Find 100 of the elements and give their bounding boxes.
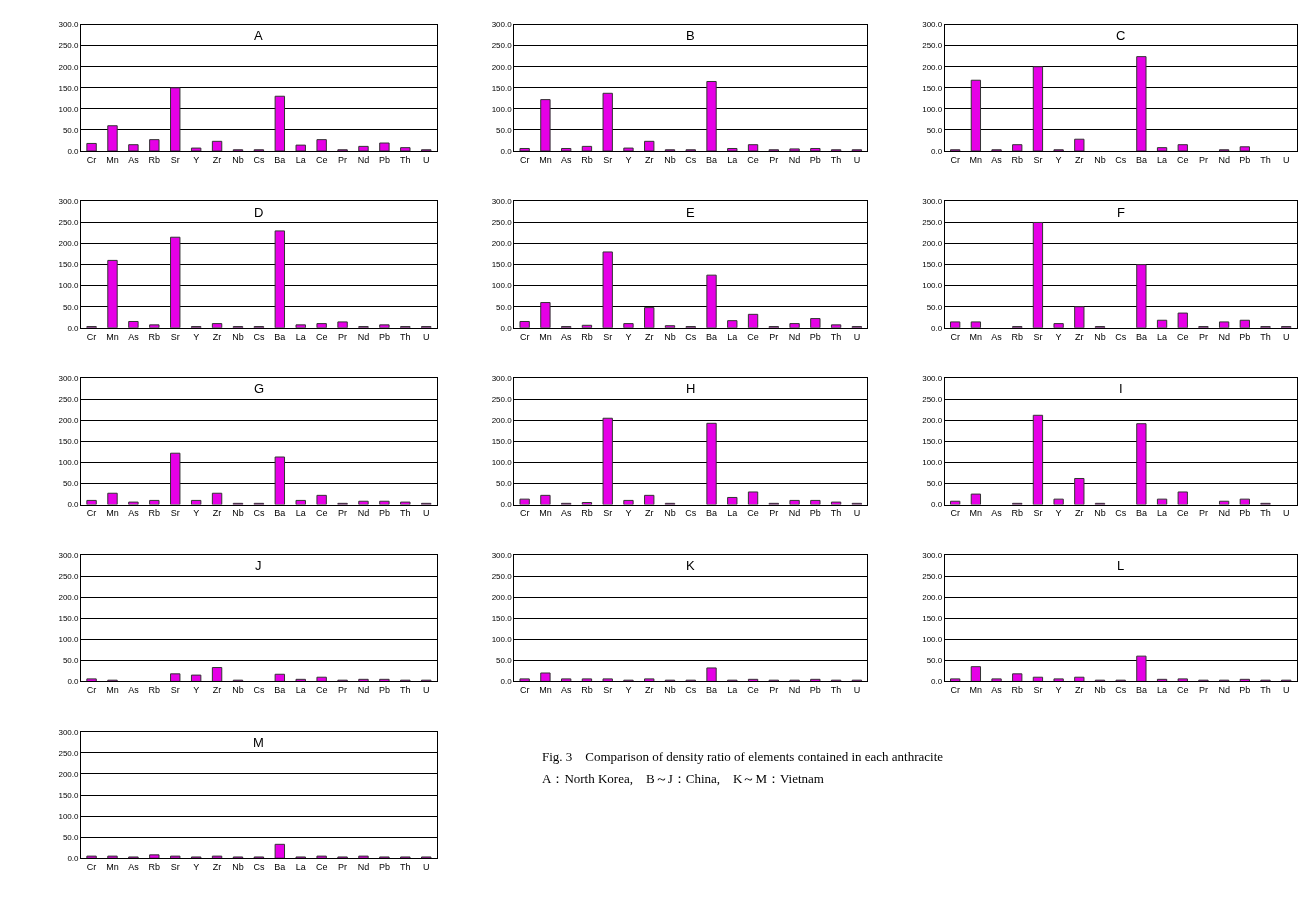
y-tick-label: 0.0	[500, 677, 513, 687]
x-tick-label: As	[991, 685, 1003, 696]
y-tick-label: 300.0	[491, 197, 513, 207]
x-tick-label: Mn	[539, 331, 552, 342]
x-tick-label: Sr	[1033, 154, 1043, 165]
chart-title: J	[255, 558, 262, 573]
x-tick-label: Th	[830, 685, 842, 696]
x-tick-label: Rb	[1011, 331, 1024, 342]
y-tick-label: 300.0	[58, 20, 80, 30]
y-tick-label: 150.0	[491, 437, 513, 447]
x-tick-label: Ba	[1135, 331, 1147, 342]
x-tick-label: Cs	[253, 508, 265, 519]
y-tick-label: 150.0	[922, 260, 943, 270]
x-tick-label: Cr	[86, 685, 97, 696]
x-tick-label: Nd	[1218, 508, 1230, 519]
x-tick-label: Y	[193, 331, 200, 342]
y-tick-label: 0.0	[931, 500, 943, 510]
x-tick-label: As	[991, 154, 1003, 165]
x-tick-label: Cr	[519, 331, 530, 342]
x-tick-label: Nb	[664, 154, 676, 165]
x-tick-label: Ce	[315, 331, 328, 342]
x-tick-label: Cr	[519, 508, 530, 519]
x-tick-label: Zr	[212, 154, 222, 165]
y-tick-label: 300.0	[58, 727, 80, 737]
x-tick-label: Mn	[539, 508, 552, 519]
y-tick-label: 200.0	[491, 62, 513, 72]
x-tick-label: Th	[400, 862, 411, 873]
x-tick-label: Th	[400, 154, 411, 165]
x-tick-label: La	[727, 331, 738, 342]
x-tick-label: As	[128, 508, 140, 519]
x-tick-label: Mn	[539, 154, 552, 165]
x-tick-label: Cr	[86, 862, 97, 873]
x-tick-label: Ce	[315, 154, 328, 165]
y-tick-label: 50.0	[62, 832, 80, 842]
x-tick-label: Mn	[106, 508, 119, 519]
y-tick-label: 250.0	[58, 571, 80, 581]
y-tick-label: 50.0	[62, 479, 80, 489]
x-tick-label: Nb	[1094, 331, 1106, 342]
x-tick-label: Cs	[253, 685, 265, 696]
x-tick-label: Y	[193, 508, 200, 519]
y-tick-label: 250.0	[922, 395, 943, 405]
x-tick-label: Pr	[769, 508, 779, 519]
x-tick-label: Cr	[86, 331, 97, 342]
y-tick-label: 250.0	[58, 41, 80, 51]
x-tick-label: Cr	[86, 508, 97, 519]
y-tick-label: 250.0	[491, 571, 513, 581]
chart-title: F	[1117, 205, 1125, 220]
y-tick-label: 150.0	[491, 83, 513, 93]
x-tick-label: Zr	[212, 862, 222, 873]
y-tick-label: 150.0	[922, 83, 943, 93]
y-tick-label: 300.0	[922, 20, 943, 30]
x-tick-label: Zr	[1075, 331, 1084, 342]
chart-title: L	[1117, 558, 1125, 573]
x-tick-label: Sr	[1033, 508, 1043, 519]
y-tick-label: 250.0	[922, 571, 943, 581]
y-tick-label: 300.0	[491, 550, 513, 560]
x-tick-label: Ba	[706, 154, 718, 165]
x-tick-label: Rb	[1011, 685, 1024, 696]
x-tick-label: Nb	[232, 862, 244, 873]
y-tick-label: 300.0	[491, 20, 513, 30]
y-tick-label: 0.0	[67, 677, 80, 687]
chart-title: G	[254, 381, 265, 396]
x-tick-label: Y	[625, 154, 632, 165]
y-tick-label: 250.0	[491, 395, 513, 405]
y-tick-label: 200.0	[922, 592, 943, 602]
x-tick-label: Mn	[539, 685, 552, 696]
x-tick-label: Ce	[315, 685, 328, 696]
x-tick-label: Ba	[706, 331, 718, 342]
x-tick-label: Rb	[581, 685, 593, 696]
x-tick-label: Nd	[357, 862, 370, 873]
x-tick-label: Sr	[1033, 331, 1043, 342]
y-tick-label: 300.0	[58, 197, 80, 207]
x-tick-label: Cs	[253, 862, 265, 873]
x-tick-label: U	[853, 154, 861, 165]
x-tick-label: Mn	[106, 331, 119, 342]
x-tick-label: Mn	[106, 862, 119, 873]
x-tick-label: Ce	[1176, 685, 1189, 696]
x-tick-label: Nd	[1218, 331, 1230, 342]
y-tick-label: 150.0	[491, 614, 513, 624]
y-tick-label: 150.0	[922, 437, 943, 447]
x-tick-label: U	[422, 508, 430, 519]
x-tick-label: U	[1282, 508, 1290, 519]
x-tick-label: Zr	[212, 331, 222, 342]
text: A：North Korea, B～J：China, K～M：Vietnam	[542, 771, 824, 786]
x-tick-label: Rb	[148, 154, 161, 165]
x-tick-label: Cr	[950, 685, 960, 696]
x-tick-label: Cr	[519, 685, 530, 696]
x-tick-label: U	[1282, 331, 1290, 342]
x-tick-label: Pb	[809, 154, 821, 165]
y-tick-label: 50.0	[62, 302, 80, 312]
y-tick-label: 200.0	[922, 62, 943, 72]
x-tick-label: Nb	[232, 508, 244, 519]
y-tick-label: 250.0	[491, 218, 513, 228]
y-tick-label: 300.0	[491, 374, 513, 384]
y-tick-label: 150.0	[58, 614, 80, 624]
y-tick-label: 250.0	[922, 218, 943, 228]
x-tick-label: Th	[1260, 508, 1271, 519]
x-tick-label: Pr	[1198, 508, 1208, 519]
x-tick-label: La	[727, 154, 738, 165]
x-tick-label: Sr	[603, 685, 613, 696]
